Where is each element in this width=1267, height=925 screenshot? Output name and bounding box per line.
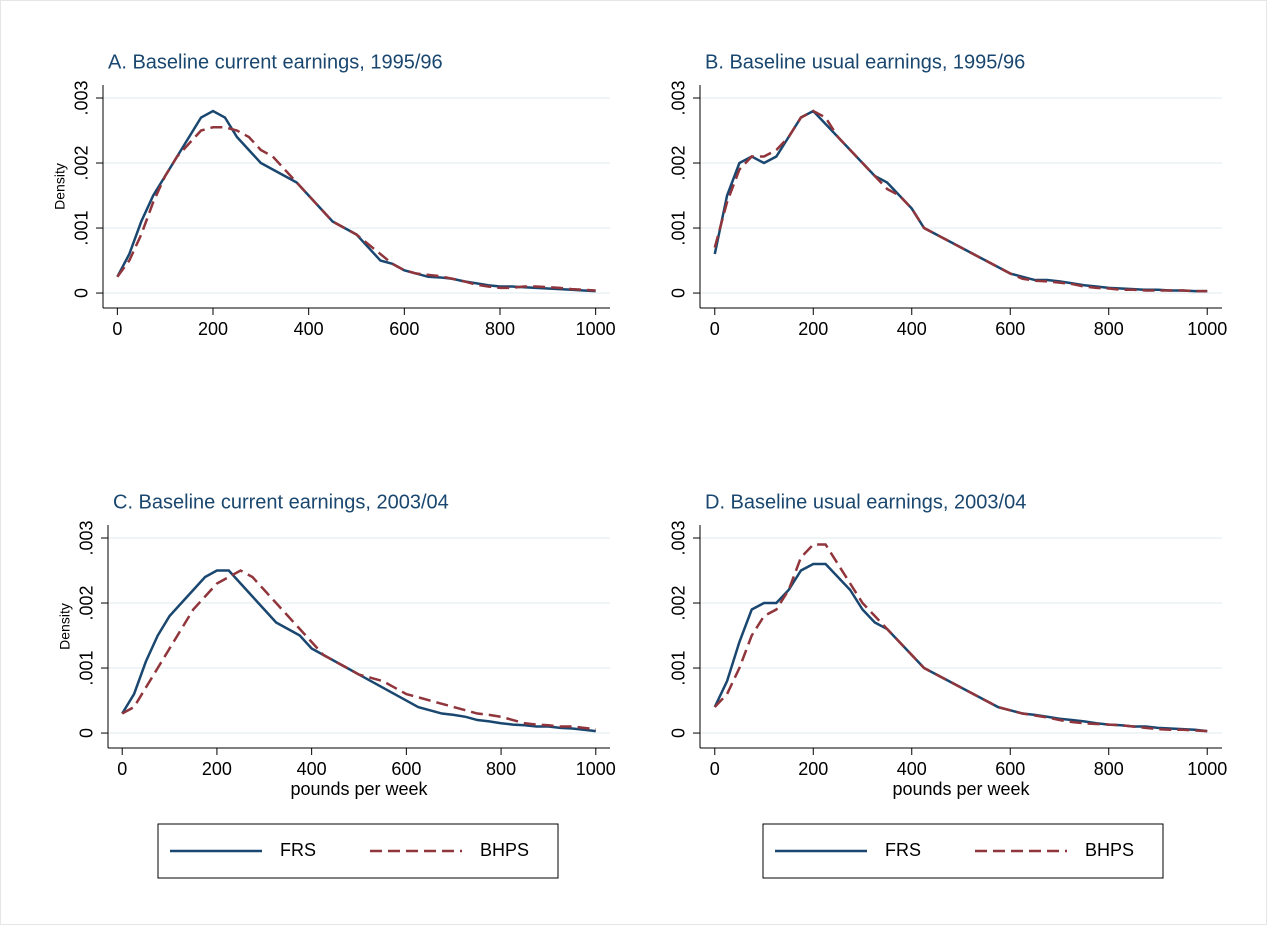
y-tick-label: .002 <box>669 585 689 620</box>
x-tick-label: 800 <box>485 319 515 339</box>
x-axis-label: pounds per week <box>892 779 1030 799</box>
y-tick-label: .002 <box>77 585 97 620</box>
series-line <box>121 569 596 731</box>
y-tick-label: 0 <box>669 728 689 738</box>
y-tick-label: .003 <box>72 80 92 115</box>
x-tick-label: 800 <box>1094 759 1124 779</box>
x-tick-label: 0 <box>710 319 720 339</box>
y-tick-label: .003 <box>77 520 97 555</box>
y-tick-label: 0 <box>77 728 97 738</box>
x-tick-label: 0 <box>117 759 127 779</box>
x-tick-label: 400 <box>297 759 327 779</box>
y-tick-label: .002 <box>669 145 689 180</box>
x-tick-label: 600 <box>995 319 1025 339</box>
x-tick-label: 800 <box>1094 319 1124 339</box>
x-tick-label: 1000 <box>1187 319 1227 339</box>
x-tick-label: 400 <box>294 319 324 339</box>
y-axis-label: Density <box>52 163 68 210</box>
y-tick-label: .002 <box>72 145 92 180</box>
y-axis-label: Density <box>57 603 73 650</box>
panel-title: C. Baseline current earnings, 2003/04 <box>113 491 449 513</box>
y-tick-label: 0 <box>669 288 689 298</box>
y-tick-label: .001 <box>669 211 689 246</box>
y-tick-label: .003 <box>669 80 689 115</box>
x-tick-label: 0 <box>710 759 720 779</box>
y-tick-label: .003 <box>669 520 689 555</box>
x-tick-label: 200 <box>798 319 828 339</box>
series-line <box>713 543 1208 733</box>
panel-title: D. Baseline usual earnings, 2003/04 <box>705 491 1026 513</box>
legend-label: FRS <box>280 840 316 860</box>
x-tick-label: 200 <box>198 319 228 339</box>
y-tick-label: .001 <box>77 651 97 686</box>
y-tick-label: .001 <box>669 651 689 686</box>
x-tick-label: 600 <box>391 759 421 779</box>
panel-title: A. Baseline current earnings, 1995/96 <box>108 51 443 73</box>
legend-label: BHPS <box>480 840 529 860</box>
series-line <box>116 126 596 292</box>
x-tick-label: 1000 <box>576 759 616 779</box>
x-axis-label: pounds per week <box>290 779 428 799</box>
x-tick-label: 400 <box>897 759 927 779</box>
x-tick-label: 400 <box>897 319 927 339</box>
series-line <box>713 109 1208 293</box>
y-tick-label: 0 <box>72 288 92 298</box>
x-tick-label: 200 <box>798 759 828 779</box>
x-tick-label: 1000 <box>1187 759 1227 779</box>
x-tick-label: 1000 <box>576 319 616 339</box>
y-tick-label: .001 <box>72 211 92 246</box>
legend-label: BHPS <box>1085 840 1134 860</box>
panel-title: B. Baseline usual earnings, 1995/96 <box>705 51 1025 73</box>
x-tick-label: 600 <box>389 319 419 339</box>
x-tick-label: 800 <box>486 759 516 779</box>
x-tick-label: 200 <box>202 759 232 779</box>
x-tick-label: 600 <box>995 759 1025 779</box>
x-tick-label: 0 <box>112 319 122 339</box>
legend-label: FRS <box>885 840 921 860</box>
